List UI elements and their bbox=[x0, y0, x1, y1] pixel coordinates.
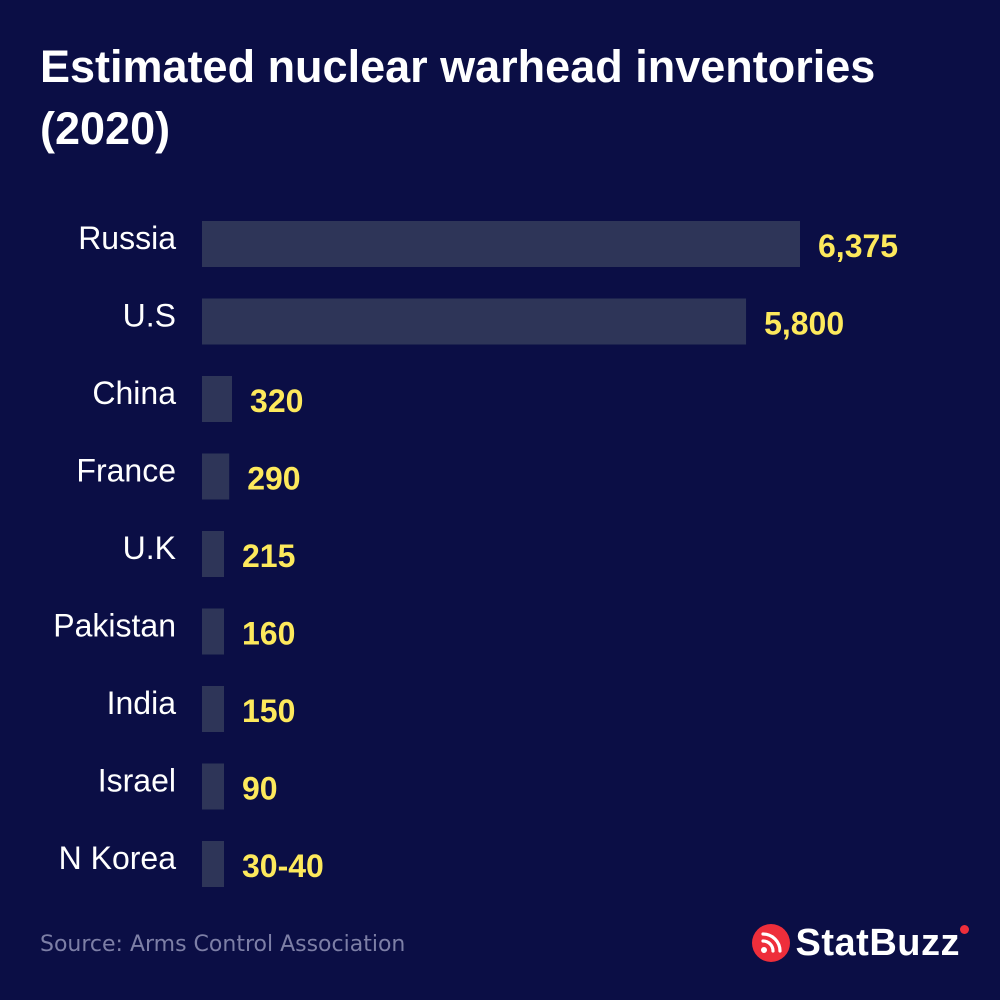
source-note: Source: Arms Control Association bbox=[40, 932, 406, 957]
category-label-u-k: U.K bbox=[123, 530, 176, 566]
value-label-pakistan: 160 bbox=[242, 616, 295, 652]
bar-china bbox=[202, 376, 233, 422]
category-label-china: China bbox=[92, 375, 176, 411]
value-label-n-korea: 30-40 bbox=[242, 848, 324, 884]
bar-india bbox=[202, 686, 224, 732]
value-label-india: 150 bbox=[242, 693, 295, 729]
brand-name: StatBuzz bbox=[796, 922, 969, 965]
category-label-russia: Russia bbox=[78, 220, 176, 256]
category-label-india: India bbox=[107, 685, 177, 721]
value-label-france: 290 bbox=[247, 461, 300, 497]
statbuzz-logo-icon bbox=[751, 924, 790, 962]
bar-russia bbox=[202, 221, 800, 267]
category-label-n-korea: N Korea bbox=[59, 840, 177, 876]
chart-title: Estimated nuclear warhead inventories (2… bbox=[40, 41, 876, 154]
bar-france bbox=[202, 453, 230, 500]
value-label-u-k: 215 bbox=[242, 538, 295, 574]
bar-u-k bbox=[202, 531, 224, 577]
bar-israel bbox=[202, 763, 224, 810]
value-label-china: 320 bbox=[250, 383, 303, 419]
brand-logo: StatBuzz bbox=[751, 918, 969, 968]
category-label-israel: Israel bbox=[98, 763, 176, 799]
value-label-russia: 6,375 bbox=[818, 228, 898, 264]
bar-u-s bbox=[202, 298, 747, 345]
bar-pakistan bbox=[202, 608, 224, 655]
bar-n-korea bbox=[202, 841, 224, 887]
category-label-u-s: U.S bbox=[123, 298, 176, 334]
value-label-u-s: 5,800 bbox=[764, 306, 844, 342]
category-label-france: France bbox=[76, 453, 176, 489]
category-label-pakistan: Pakistan bbox=[53, 608, 176, 644]
brand-dot bbox=[960, 924, 969, 934]
value-label-israel: 90 bbox=[242, 771, 278, 807]
